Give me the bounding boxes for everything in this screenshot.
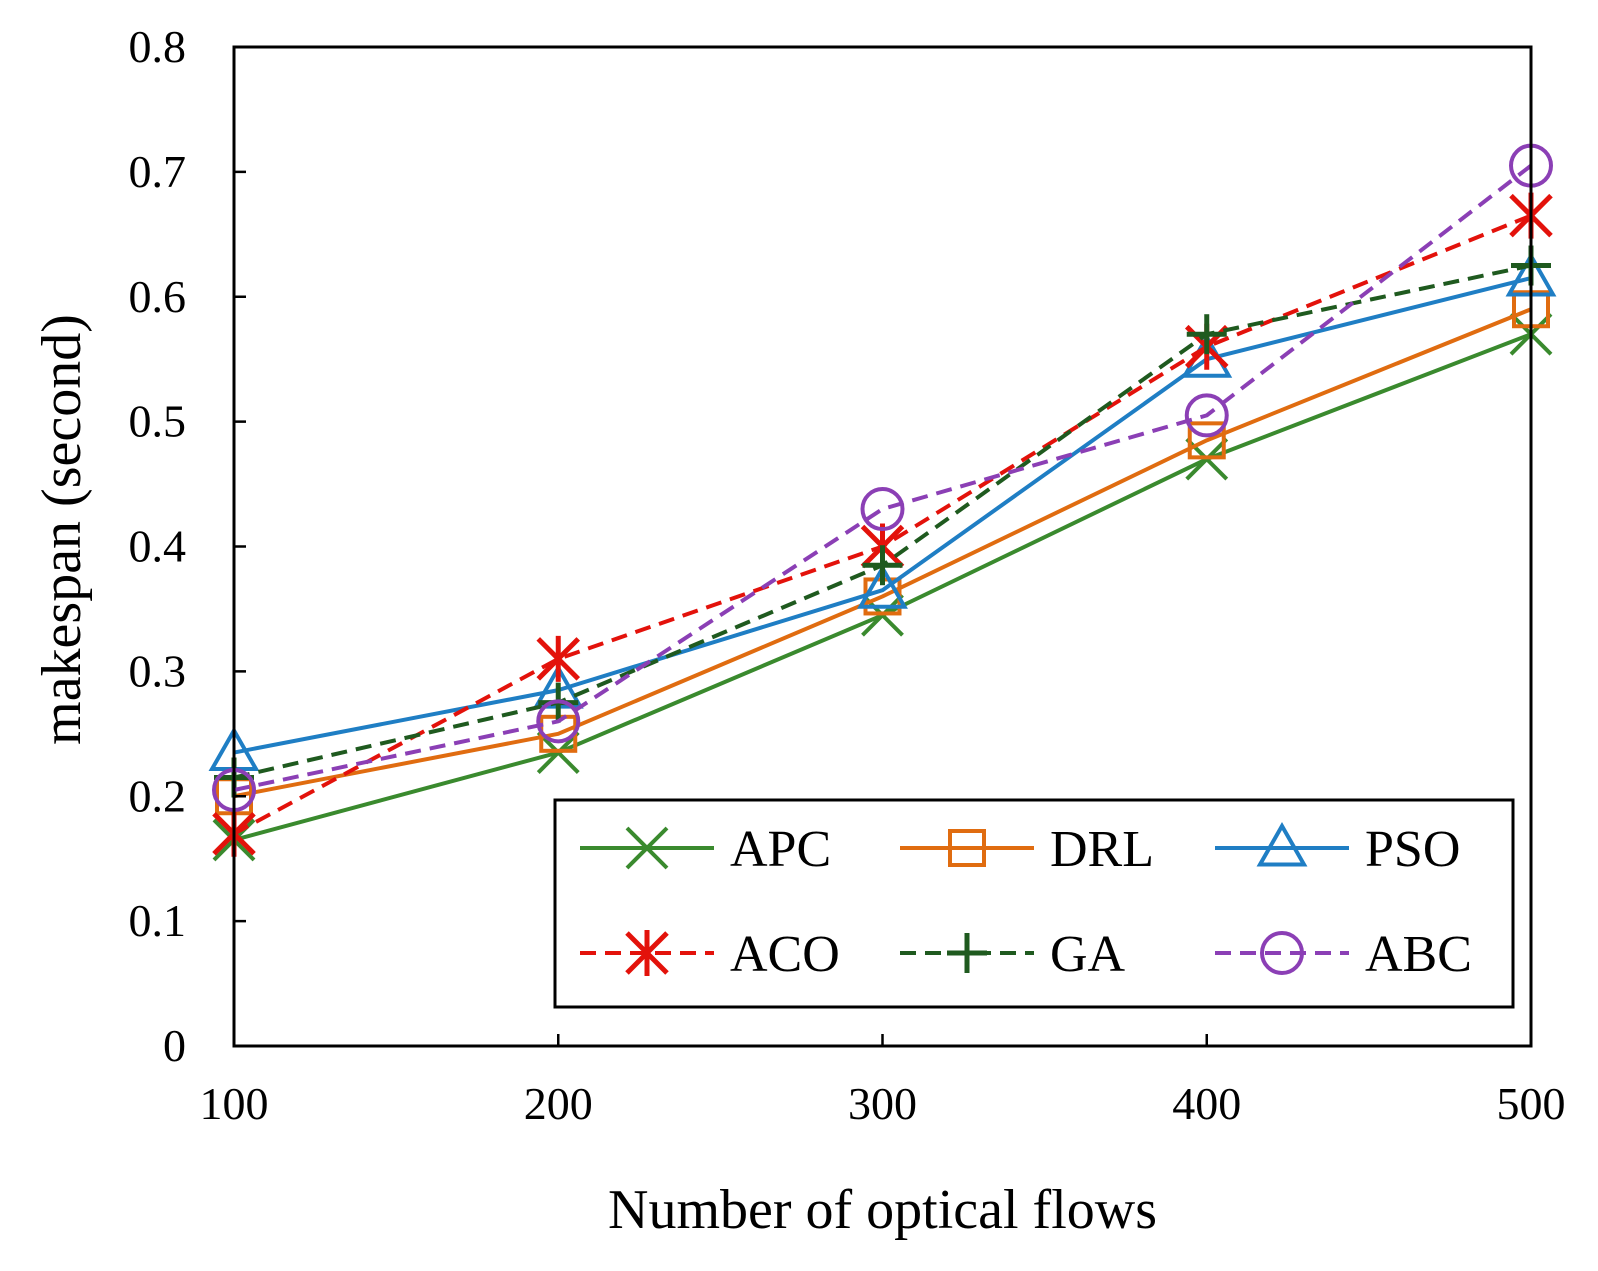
legend-marker-abc [1260, 931, 1304, 975]
legend-label-apc: APC [730, 821, 831, 878]
point-ga-400 [1186, 314, 1227, 355]
y-tick-label: 0.7 [129, 146, 187, 197]
legend-label-abc: ABC [1365, 926, 1472, 983]
y-tick-label: 0.6 [129, 271, 187, 322]
point-pso-300 [857, 564, 908, 609]
legend-marker-ga [947, 933, 987, 973]
x-tick-label: 500 [1497, 1078, 1566, 1129]
legend: APC DRL PSO ACO GA ABC [553, 798, 1515, 1009]
legend-marker-drl [948, 829, 986, 867]
y-tick-label: 0.3 [129, 645, 187, 696]
series-line-drl [233, 307, 1532, 799]
legend-marker-pso [1256, 821, 1308, 867]
legend-label-ga: GA [1050, 926, 1126, 983]
series-line-pso [233, 276, 1532, 755]
legend-label-aco: ACO [730, 926, 840, 983]
legend-box [553, 798, 1515, 1009]
x-tick-label: 400 [1172, 1078, 1241, 1129]
legend-label-drl: DRL [1050, 821, 1154, 878]
x-axis-title: Number of optical flows [608, 1179, 1157, 1241]
point-aco-200 [536, 635, 581, 682]
y-tick-label: 0 [163, 1020, 186, 1071]
y-tick-label: 0.2 [129, 770, 187, 821]
series-line-abc [233, 164, 1533, 792]
y-tick-label: 0.5 [129, 396, 187, 447]
legend-marker-apc [625, 826, 669, 870]
legend-marker-aco [625, 930, 669, 976]
series-line-ga [233, 263, 1532, 780]
legend-label-pso: PSO [1365, 821, 1460, 878]
x-tick-label: 100 [200, 1078, 269, 1129]
point-ga-300 [862, 545, 903, 586]
y-axis-title: makespan (second) [31, 314, 93, 745]
point-abc-200 [536, 699, 581, 744]
point-abc-300 [860, 487, 905, 532]
axis-ticks: 0 0.1 0.2 0.3 0.4 0.5 0.6 0.7 0.8 100 200 300 400 500 [129, 21, 1566, 1129]
point-drl-400 [1187, 421, 1226, 460]
point-abc-400 [1184, 393, 1229, 438]
series-line-apc [233, 332, 1532, 842]
series-layer [208, 143, 1557, 862]
y-tick-label: 0.4 [129, 521, 187, 572]
x-tick-label: 300 [848, 1078, 917, 1129]
x-tick-label: 200 [524, 1078, 593, 1129]
y-tick-label: 0.1 [129, 895, 187, 946]
y-tick-label: 0.8 [129, 21, 187, 72]
